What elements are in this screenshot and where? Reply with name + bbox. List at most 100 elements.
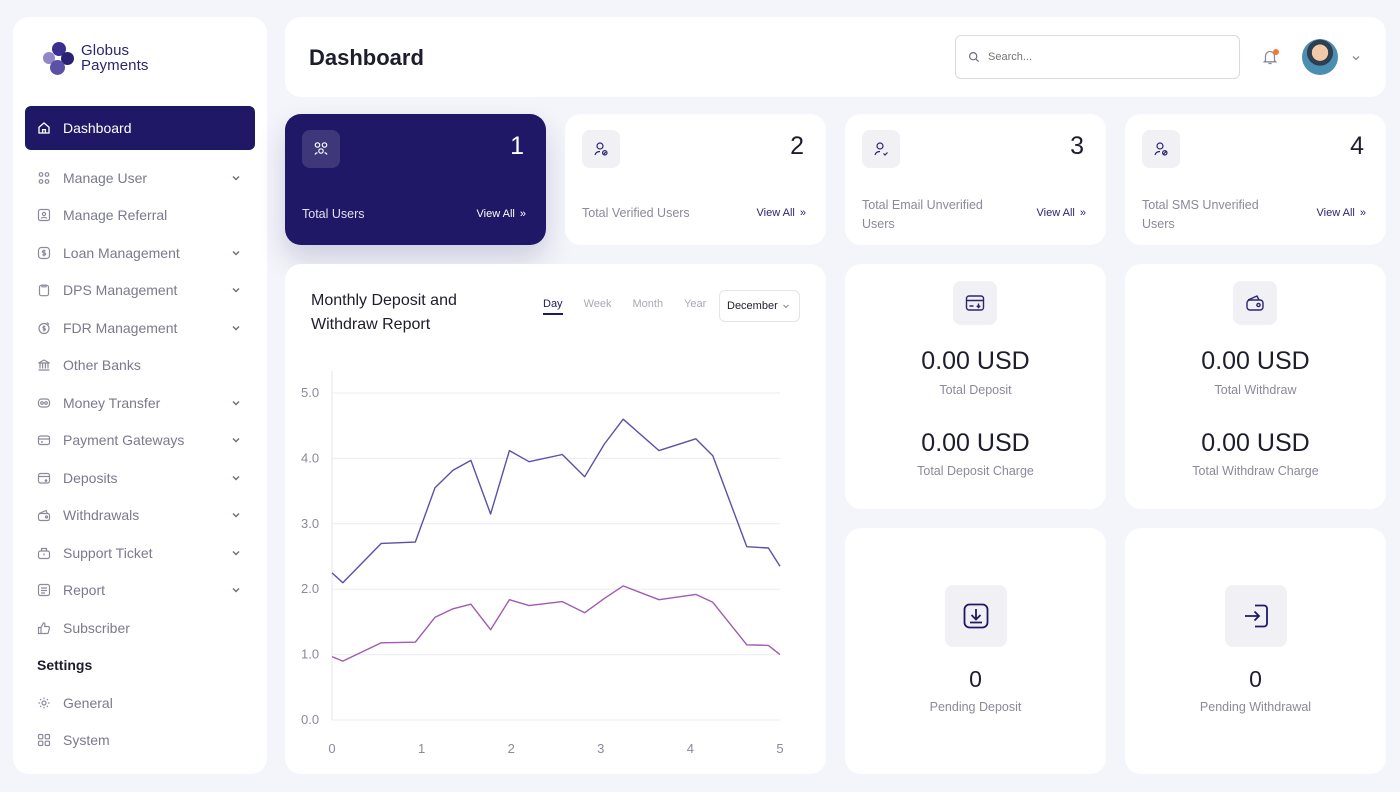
x-tick-label: 5 — [776, 741, 783, 756]
x-tick-label: 2 — [508, 741, 515, 756]
sidebar-item-label: Deposits — [63, 469, 118, 486]
chevron-down-icon[interactable] — [231, 435, 241, 445]
sidebar-item-deposits[interactable]: Deposits — [25, 459, 255, 497]
stat-card-sms-unverified: 4 Total SMS Unverified Users View All » — [1125, 114, 1386, 245]
sidebar-item-label: Report — [63, 582, 106, 599]
stat-card-verified-users: 2 Total Verified Users View All » — [565, 114, 826, 245]
wallet-icon — [37, 508, 51, 522]
total-withdraw-label: Total Withdraw — [1214, 383, 1297, 397]
notification-dot — [1273, 49, 1279, 55]
stat-value: 3 — [1070, 132, 1084, 160]
stat-label: Total Email Unverified Users — [862, 196, 983, 234]
tab-day[interactable]: Day — [543, 298, 563, 315]
sidebar-item-label: Money Transfer — [63, 394, 161, 411]
view-all-link[interactable]: View All » — [1317, 207, 1366, 219]
y-tick-label: 0.0 — [301, 712, 319, 727]
sidebar-item-report[interactable]: Report — [25, 572, 255, 610]
settings-heading: Settings — [37, 657, 93, 674]
pending-withdrawal-card: 0 Pending Withdrawal — [1125, 528, 1386, 774]
tab-week[interactable]: Week — [583, 298, 612, 310]
view-all-label: View All — [1036, 207, 1075, 219]
chevron-down-icon[interactable] — [231, 248, 241, 258]
sidebar-item-system[interactable]: System — [25, 722, 255, 760]
chevron-down-icon[interactable] — [231, 285, 241, 295]
month-select[interactable]: December — [719, 290, 800, 322]
chevron-down-icon[interactable] — [231, 510, 241, 520]
chevron-down-icon[interactable] — [231, 473, 241, 483]
user-email-icon — [862, 130, 900, 168]
brand-logo[interactable]: Globus Payments — [43, 41, 149, 75]
page-title: Dashboard — [309, 45, 424, 70]
y-tick-label: 4.0 — [301, 450, 319, 465]
sidebar-item-label: DPS Management — [63, 282, 178, 299]
thumbs-up-icon — [37, 621, 51, 635]
user-sms-icon — [1142, 130, 1180, 168]
chevron-down-icon[interactable] — [231, 398, 241, 408]
download-tray-icon — [945, 585, 1007, 647]
sidebar-item-manage-user[interactable]: Manage User — [25, 159, 255, 197]
sidebar-item-general[interactable]: General — [25, 684, 255, 722]
chevron-down-icon — [782, 304, 789, 309]
sidebar-item-subscriber[interactable]: Subscriber — [25, 609, 255, 647]
double-chevron-right-icon: » — [1359, 207, 1366, 219]
sidebar-item-label: Payment Gateways — [63, 432, 185, 449]
sidebar-item-other-banks[interactable]: Other Banks — [25, 347, 255, 385]
sidebar-item-label: System — [63, 732, 110, 749]
avatar[interactable] — [1302, 39, 1338, 75]
sidebar-item-label: Dashboard — [63, 120, 132, 136]
users-icon — [302, 130, 340, 168]
card-icon — [37, 433, 51, 447]
total-deposit-value: 0.00 USD — [921, 347, 1030, 375]
wallet-icon — [1233, 281, 1277, 325]
sidebar-item-payment-gateways[interactable]: Payment Gateways — [25, 422, 255, 460]
sidebar-item-label: Loan Management — [63, 244, 180, 261]
sidebar-item-manage-referral[interactable]: Manage Referral — [25, 197, 255, 235]
pending-deposit-card: 0 Pending Deposit — [845, 528, 1106, 774]
total-deposit-label: Total Deposit — [939, 383, 1012, 397]
double-chevron-right-icon: » — [1079, 207, 1086, 219]
view-all-link[interactable]: View All » — [477, 208, 526, 220]
sidebar-item-withdrawals[interactable]: Withdrawals — [25, 497, 255, 535]
view-all-label: View All — [1316, 207, 1355, 219]
search-box[interactable] — [955, 35, 1240, 79]
sidebar-item-money-transfer[interactable]: Money Transfer — [25, 384, 255, 422]
sidebar: Globus Payments Dashboard Manage User Ma… — [13, 17, 267, 774]
sidebar-item-label: FDR Management — [63, 319, 178, 336]
y-tick-label: 5.0 — [301, 385, 319, 400]
tab-year[interactable]: Year — [684, 298, 707, 310]
tab-month[interactable]: Month — [632, 298, 664, 310]
chevron-down-icon[interactable] — [231, 323, 241, 333]
stat-card-email-unverified: 3 Total Email Unverified Users View All … — [845, 114, 1106, 245]
double-chevron-right-icon: » — [799, 207, 806, 219]
chart-title-line: Withdraw Report — [311, 316, 431, 333]
deposit-charge-label: Total Deposit Charge — [917, 464, 1034, 478]
view-all-link[interactable]: View All » — [757, 207, 806, 219]
stat-value: 4 — [1350, 132, 1364, 160]
chevron-down-icon[interactable] — [231, 585, 241, 595]
y-tick-label: 1.0 — [301, 647, 319, 662]
sidebar-item-dps-management[interactable]: DPS Management — [25, 272, 255, 310]
stat-label-line: Total Email Unverified — [862, 198, 983, 212]
chevron-down-icon[interactable] — [231, 548, 241, 558]
sidebar-item-label: Withdrawals — [63, 507, 140, 524]
stat-label-line: Total SMS Unverified — [1142, 198, 1259, 212]
sidebar-item-support-ticket[interactable]: Support Ticket — [25, 534, 255, 572]
total-withdraw-value: 0.00 USD — [1201, 347, 1310, 375]
sidebar-item-label: Manage User — [63, 169, 148, 186]
sidebar-item-loan-management[interactable]: Loan Management — [25, 234, 255, 272]
series-line-1 — [331, 418, 781, 584]
brand-name: Globus — [81, 42, 130, 59]
deposit-card-icon — [953, 281, 997, 325]
search-input[interactable] — [988, 51, 1208, 63]
sidebar-item-fdr-management[interactable]: FDR Management — [25, 309, 255, 347]
y-tick-label: 3.0 — [301, 516, 319, 531]
report-icon — [37, 583, 51, 597]
chevron-down-icon[interactable] — [231, 173, 241, 183]
view-all-link[interactable]: View All » — [1037, 207, 1086, 219]
stat-value: 1 — [510, 132, 524, 160]
x-tick-label: 1 — [418, 741, 425, 756]
month-select-value: December — [727, 300, 778, 312]
notification-button[interactable] — [1261, 48, 1279, 71]
chevron-down-icon[interactable] — [1351, 53, 1361, 63]
sidebar-item-dashboard[interactable]: Dashboard — [25, 106, 255, 150]
